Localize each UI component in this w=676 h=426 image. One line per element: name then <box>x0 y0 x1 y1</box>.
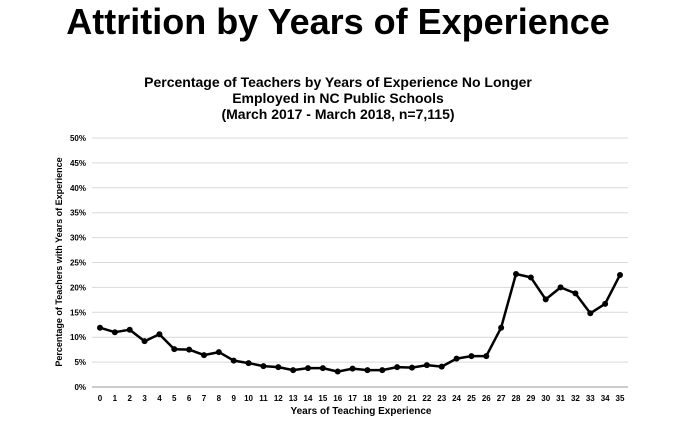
data-point <box>438 363 445 370</box>
x-tick-label: 29 <box>526 394 535 403</box>
x-tick-label: 27 <box>497 394 506 403</box>
data-points <box>97 270 623 375</box>
x-tick-label: 34 <box>601 394 610 403</box>
y-tick-label: 20% <box>70 283 86 292</box>
x-tick-label: 21 <box>408 394 417 403</box>
data-point <box>349 365 356 372</box>
x-tick-label: 20 <box>393 394 402 403</box>
data-point <box>97 324 103 331</box>
y-tick-label: 35% <box>70 209 86 218</box>
y-tick-label: 15% <box>70 308 86 317</box>
page-title: Attrition by Years of Experience <box>66 1 610 42</box>
data-point <box>513 270 519 277</box>
data-point <box>602 300 609 307</box>
data-point <box>409 364 415 371</box>
data-point <box>126 326 133 333</box>
data-point <box>334 368 341 375</box>
data-point <box>572 290 579 297</box>
x-tick-label: 18 <box>363 394 372 403</box>
x-tick-label: 19 <box>378 394 387 403</box>
data-point <box>379 367 386 374</box>
x-tick-label: 6 <box>187 394 192 403</box>
x-tick-label: 11 <box>259 394 268 403</box>
data-point <box>453 355 460 362</box>
data-point <box>483 353 490 360</box>
data-point <box>498 324 505 331</box>
x-tick-label: 13 <box>289 394 298 403</box>
x-tick-label: 7 <box>202 394 207 403</box>
x-tick-label: 22 <box>422 394 431 403</box>
data-point <box>423 362 430 369</box>
x-tick-label: 1 <box>113 394 118 403</box>
chart-title-line-2: Employed in NC Public Schools <box>232 90 444 106</box>
data-point <box>468 353 475 360</box>
chart-title: Percentage of Teachers by Years of Exper… <box>80 74 596 122</box>
y-axis-label: Percentage of Teachers with Years of Exp… <box>54 157 64 366</box>
x-tick-label: 10 <box>244 394 253 403</box>
x-tick-label: 17 <box>348 394 357 403</box>
y-tick-label: 40% <box>70 184 86 193</box>
y-tick-label: 5% <box>74 358 86 367</box>
data-point <box>587 310 594 317</box>
data-point <box>617 271 623 278</box>
y-tick-label: 0% <box>74 383 86 392</box>
data-point <box>201 352 207 359</box>
x-tick-label: 31 <box>556 394 565 403</box>
data-point <box>305 365 311 372</box>
series-line <box>99 272 622 373</box>
data-point <box>557 284 564 291</box>
x-tick-label: 23 <box>437 394 446 403</box>
x-tick-label: 12 <box>274 394 283 403</box>
data-point <box>245 360 252 367</box>
data-point <box>364 367 371 374</box>
x-tick-label: 24 <box>452 394 461 403</box>
y-tick-label: 50% <box>70 134 86 143</box>
data-point <box>290 367 297 374</box>
data-point <box>186 346 193 353</box>
x-tick-labels: 0 1 2 3 4 5 6 7 8 9 10 11 12 13 14 15 16 17 18 19 20 21 22 23 24… <box>98 394 625 403</box>
chart-title-line-3: (March 2017 - March 2018, n=7,115) <box>221 106 455 122</box>
x-tick-label: 3 <box>142 394 147 403</box>
x-tick-label: 2 <box>127 394 132 403</box>
x-tick-label: 25 <box>467 394 476 403</box>
data-point <box>111 329 118 336</box>
x-tick-label: 30 <box>541 394 550 403</box>
y-tick-label: 10% <box>70 333 86 342</box>
x-tick-label: 26 <box>482 394 491 403</box>
x-tick-label: 33 <box>586 394 595 403</box>
x-tick-label: 5 <box>172 394 177 403</box>
x-tick-label: 9 <box>231 394 236 403</box>
x-axis-label: Years of Teaching Experience <box>291 406 432 417</box>
data-point <box>527 274 534 281</box>
x-tick-label: 16 <box>333 394 342 403</box>
x-tick-label: 35 <box>616 394 625 403</box>
data-point <box>230 357 237 364</box>
data-point <box>275 364 282 371</box>
x-tick-label: 14 <box>304 394 313 403</box>
x-tick-label: 8 <box>217 394 222 403</box>
data-point <box>215 349 222 356</box>
x-tick-label: 4 <box>157 394 162 403</box>
y-tick-labels: 0% 5% 10% 15% 20% 25% 30% 35% 40% 45% 50% <box>70 134 86 392</box>
x-tick-label: 15 <box>318 394 327 403</box>
y-tick-label: 25% <box>70 259 86 268</box>
data-point <box>542 296 549 303</box>
x-tick-label: 0 <box>98 394 103 403</box>
data-point <box>319 365 326 372</box>
data-point <box>156 331 163 338</box>
data-point <box>394 364 401 371</box>
data-point <box>141 338 148 345</box>
y-tick-label: 30% <box>70 234 86 243</box>
y-tick-label: 45% <box>70 159 86 168</box>
x-tick-label: 32 <box>571 394 580 403</box>
chart-title-line-1: Percentage of Teachers by Years of Exper… <box>144 74 532 90</box>
data-point <box>260 363 267 370</box>
data-point <box>171 346 178 353</box>
x-tick-label: 28 <box>512 394 521 403</box>
